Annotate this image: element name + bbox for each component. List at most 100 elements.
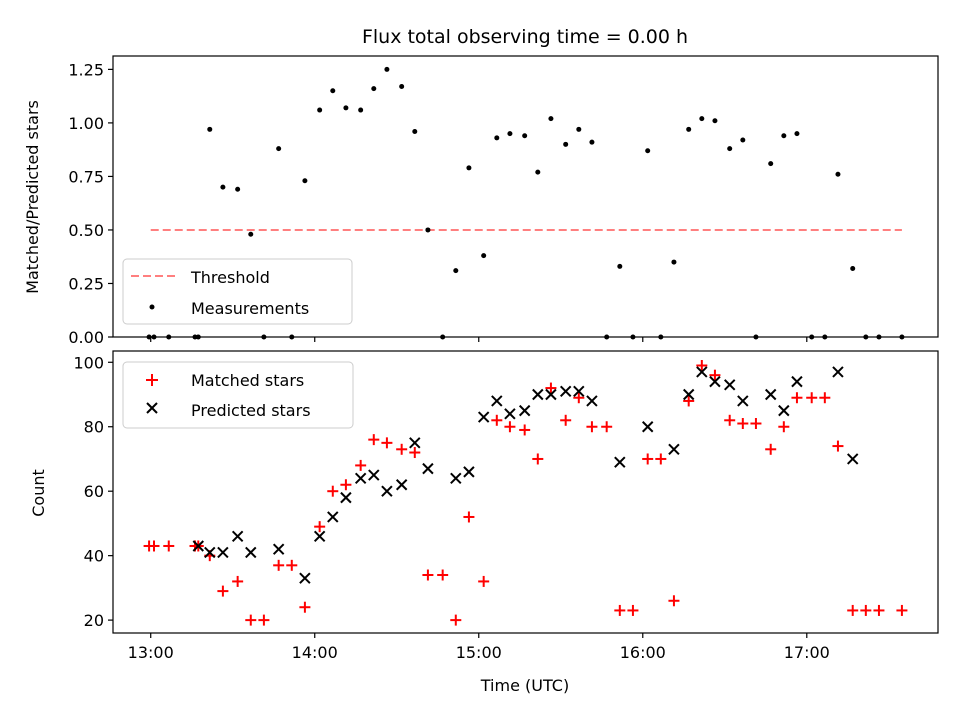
predicted-star-point <box>354 472 367 485</box>
measurement-point <box>494 135 500 141</box>
measurement-point <box>384 66 390 72</box>
predicted-star-point <box>381 485 393 497</box>
top-plot-area: 0.00 0.25 0.50 0.75 1.00 1.25 <box>68 60 905 347</box>
predicted-star-point <box>723 379 736 391</box>
measurement-point <box>548 116 554 122</box>
measurement-point <box>371 86 377 92</box>
measurement-point <box>276 146 282 152</box>
predicted-star-point <box>641 421 654 433</box>
matched-star-point <box>668 595 680 607</box>
measurement-point <box>522 133 528 139</box>
measurement-point <box>453 268 459 274</box>
predicted-star-point <box>532 388 544 401</box>
matched-star-point <box>217 585 229 597</box>
matched-star-point <box>832 440 844 452</box>
bottom-x-tick-label: 16:00 <box>620 643 666 662</box>
bottom-x-tick-label: 15:00 <box>456 643 502 662</box>
measurement-point <box>686 126 692 132</box>
predicted-star-point <box>847 453 859 465</box>
matched-star-point <box>396 443 408 455</box>
measurement-point <box>358 107 364 113</box>
bottom-legend: Matched stars Predicted stars <box>122 361 354 429</box>
measurement-point <box>481 253 487 259</box>
top-y-tick-label: 0.25 <box>68 274 104 293</box>
measurement-point <box>740 137 746 143</box>
measurement-point <box>399 84 405 90</box>
predicted-star-point <box>559 385 572 397</box>
measurement-point <box>330 88 336 94</box>
measurement-point <box>425 227 431 233</box>
matched-star-point <box>314 521 326 533</box>
matched-star-point <box>765 443 777 455</box>
predicted-star-point <box>709 375 721 388</box>
matched-star-point <box>463 511 475 523</box>
bottom-y-tick-label: 80 <box>84 418 104 437</box>
matched-star-point <box>601 421 613 433</box>
predicted-star-point <box>614 456 626 468</box>
legend-matched-label: Matched stars <box>191 371 304 390</box>
bottom-x-tick-label: 14:00 <box>292 643 338 662</box>
top-panel: 0.00 0.25 0.50 0.75 1.00 1.25 Matched/Predict… <box>23 55 939 347</box>
matched-star-point <box>586 421 598 433</box>
predicted-star-point <box>791 375 803 388</box>
predicted-star-point <box>245 546 257 559</box>
predicted-star-point <box>696 366 708 378</box>
predicted-star-point <box>217 546 229 559</box>
predicted-star-point <box>545 388 557 401</box>
bottom-y-tick-label: 20 <box>84 611 104 630</box>
bottom-axes-frame <box>112 350 939 634</box>
predicted-star-point <box>668 443 680 456</box>
predicted-star-point <box>682 388 695 401</box>
predicted-star-point <box>737 395 749 407</box>
matched-star-point <box>737 418 749 430</box>
matched-star-point <box>696 360 708 372</box>
top-y-tick-label: 1.00 <box>68 114 104 133</box>
legend-matched-swatch <box>146 374 158 386</box>
matched-star-point <box>806 392 818 404</box>
bottom-y-tick-label: 100 <box>73 353 104 372</box>
matched-star-point <box>450 614 462 626</box>
predicted-star-point <box>477 411 490 423</box>
matched-star-point <box>422 569 434 581</box>
matched-star-point <box>148 540 160 552</box>
predicted-star-point <box>327 511 339 523</box>
legend-measurements-label: Measurements <box>191 299 309 318</box>
bottom-y-tick-label: 60 <box>84 482 104 501</box>
predicted-star-point <box>368 469 380 481</box>
matched-star-point <box>532 453 544 465</box>
predicted-star-point <box>409 437 421 449</box>
predicted-star-point <box>778 404 790 417</box>
predicted-star-point <box>395 479 408 491</box>
measurement-point <box>576 126 582 132</box>
matched-star-point <box>258 614 270 626</box>
predicted-star-point <box>450 472 462 485</box>
predicted-star-point <box>204 546 216 559</box>
bottom-x-tick-label: 13:00 <box>128 643 174 662</box>
measurement-point <box>535 169 541 175</box>
predicted-star-point <box>313 530 326 543</box>
measurement-point <box>466 165 472 171</box>
matched-star-point <box>614 604 626 616</box>
measurement-point <box>302 178 308 184</box>
chart-title: Flux total observing time = 0.00 h <box>362 26 688 48</box>
matched-star-point <box>750 418 762 430</box>
measurement-point <box>617 263 623 269</box>
measurement-point <box>835 171 841 177</box>
bottom-x-axis-label: Time (UTC) <box>480 676 569 695</box>
predicted-star-point <box>573 385 585 397</box>
top-y-tick-label: 1.25 <box>68 60 104 79</box>
measurement-point <box>563 141 569 147</box>
predicted-star-point <box>463 466 475 478</box>
matched-star-point <box>355 459 367 471</box>
top-y-tick-label: 0.00 <box>68 328 104 347</box>
predicted-star-point <box>422 462 434 475</box>
matched-star-point <box>340 479 352 491</box>
measurement-point <box>412 128 418 134</box>
legend-threshold-label: Threshold <box>190 268 270 287</box>
matched-star-point <box>560 414 572 426</box>
predicted-star-point <box>764 388 777 401</box>
measurement-point <box>645 148 651 154</box>
legend-measurements-swatch <box>149 304 155 310</box>
matched-star-point <box>873 604 885 616</box>
